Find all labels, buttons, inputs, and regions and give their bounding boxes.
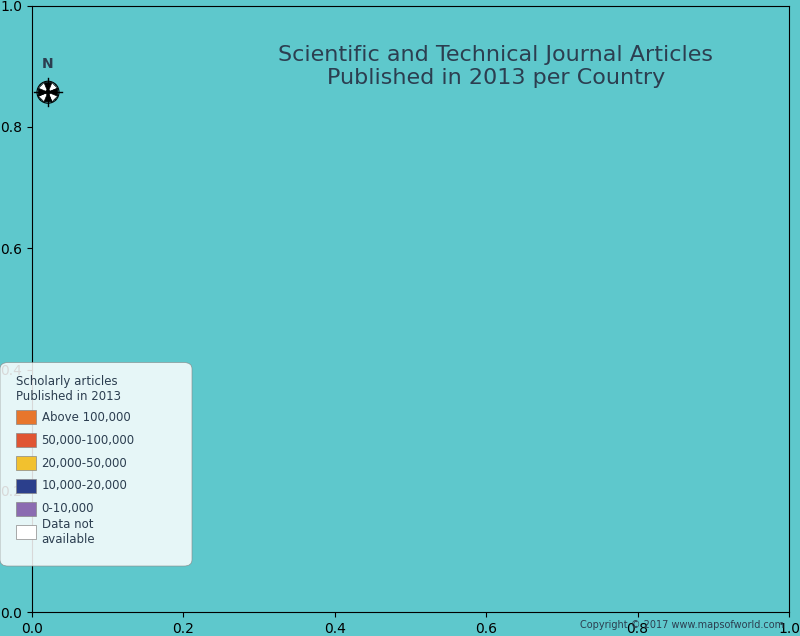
- Text: Copyright © 2017 www.mapsofworld.com: Copyright © 2017 www.mapsofworld.com: [580, 619, 784, 630]
- Text: 50,000-100,000: 50,000-100,000: [42, 434, 134, 446]
- Text: 20,000-50,000: 20,000-50,000: [42, 457, 127, 469]
- Polygon shape: [44, 83, 52, 92]
- Text: 0-10,000: 0-10,000: [42, 502, 94, 515]
- Polygon shape: [48, 83, 58, 92]
- Text: Above 100,000: Above 100,000: [42, 411, 130, 424]
- Polygon shape: [38, 88, 48, 96]
- Polygon shape: [38, 83, 48, 92]
- Polygon shape: [48, 88, 58, 96]
- Polygon shape: [44, 92, 52, 102]
- Text: Scientific and Technical Journal Articles
Published in 2013 per Country: Scientific and Technical Journal Article…: [278, 45, 714, 88]
- Text: Scholarly articles
Published in 2013: Scholarly articles Published in 2013: [16, 375, 121, 403]
- Polygon shape: [48, 92, 58, 102]
- Circle shape: [46, 90, 50, 95]
- Text: N: N: [42, 57, 54, 71]
- Polygon shape: [38, 92, 48, 102]
- Text: 10,000-20,000: 10,000-20,000: [42, 480, 127, 492]
- Text: Data not
available: Data not available: [42, 518, 95, 546]
